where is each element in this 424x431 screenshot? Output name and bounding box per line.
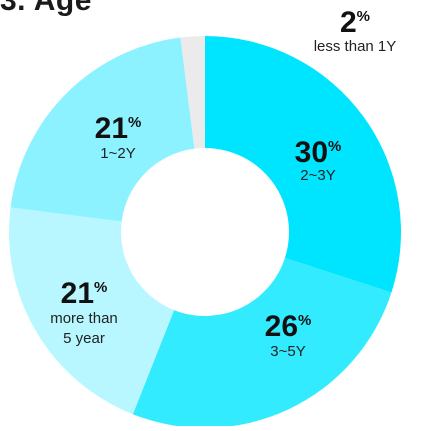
slice-2-3y xyxy=(205,36,402,293)
category-label-less-than-1y: less than 1Y xyxy=(314,38,397,55)
pct-label-1-2y: 21% xyxy=(95,112,142,145)
chart-title: 3. Age xyxy=(0,0,92,17)
pct-label-less-than-1y: 2% xyxy=(340,6,370,39)
category-label-3-5y: 3~5Y xyxy=(270,343,305,360)
pct-label-2-3y: 30% xyxy=(295,136,342,169)
category-label-1-2y: 1~2Y xyxy=(100,145,135,162)
category-label-more-than-5-year: 5 year xyxy=(63,330,105,347)
category-label-more-than-5-year: more than xyxy=(50,310,118,327)
slice-more-than-5-year xyxy=(8,207,175,415)
category-label-2-3y: 2~3Y xyxy=(300,167,335,184)
pct-label-more-than-5-year: 21% xyxy=(61,277,108,310)
slice-less-than-1y xyxy=(180,36,205,149)
slice-1-2y xyxy=(10,37,195,222)
pct-label-3-5y: 26% xyxy=(265,310,312,343)
slice-3-5y xyxy=(132,257,392,428)
